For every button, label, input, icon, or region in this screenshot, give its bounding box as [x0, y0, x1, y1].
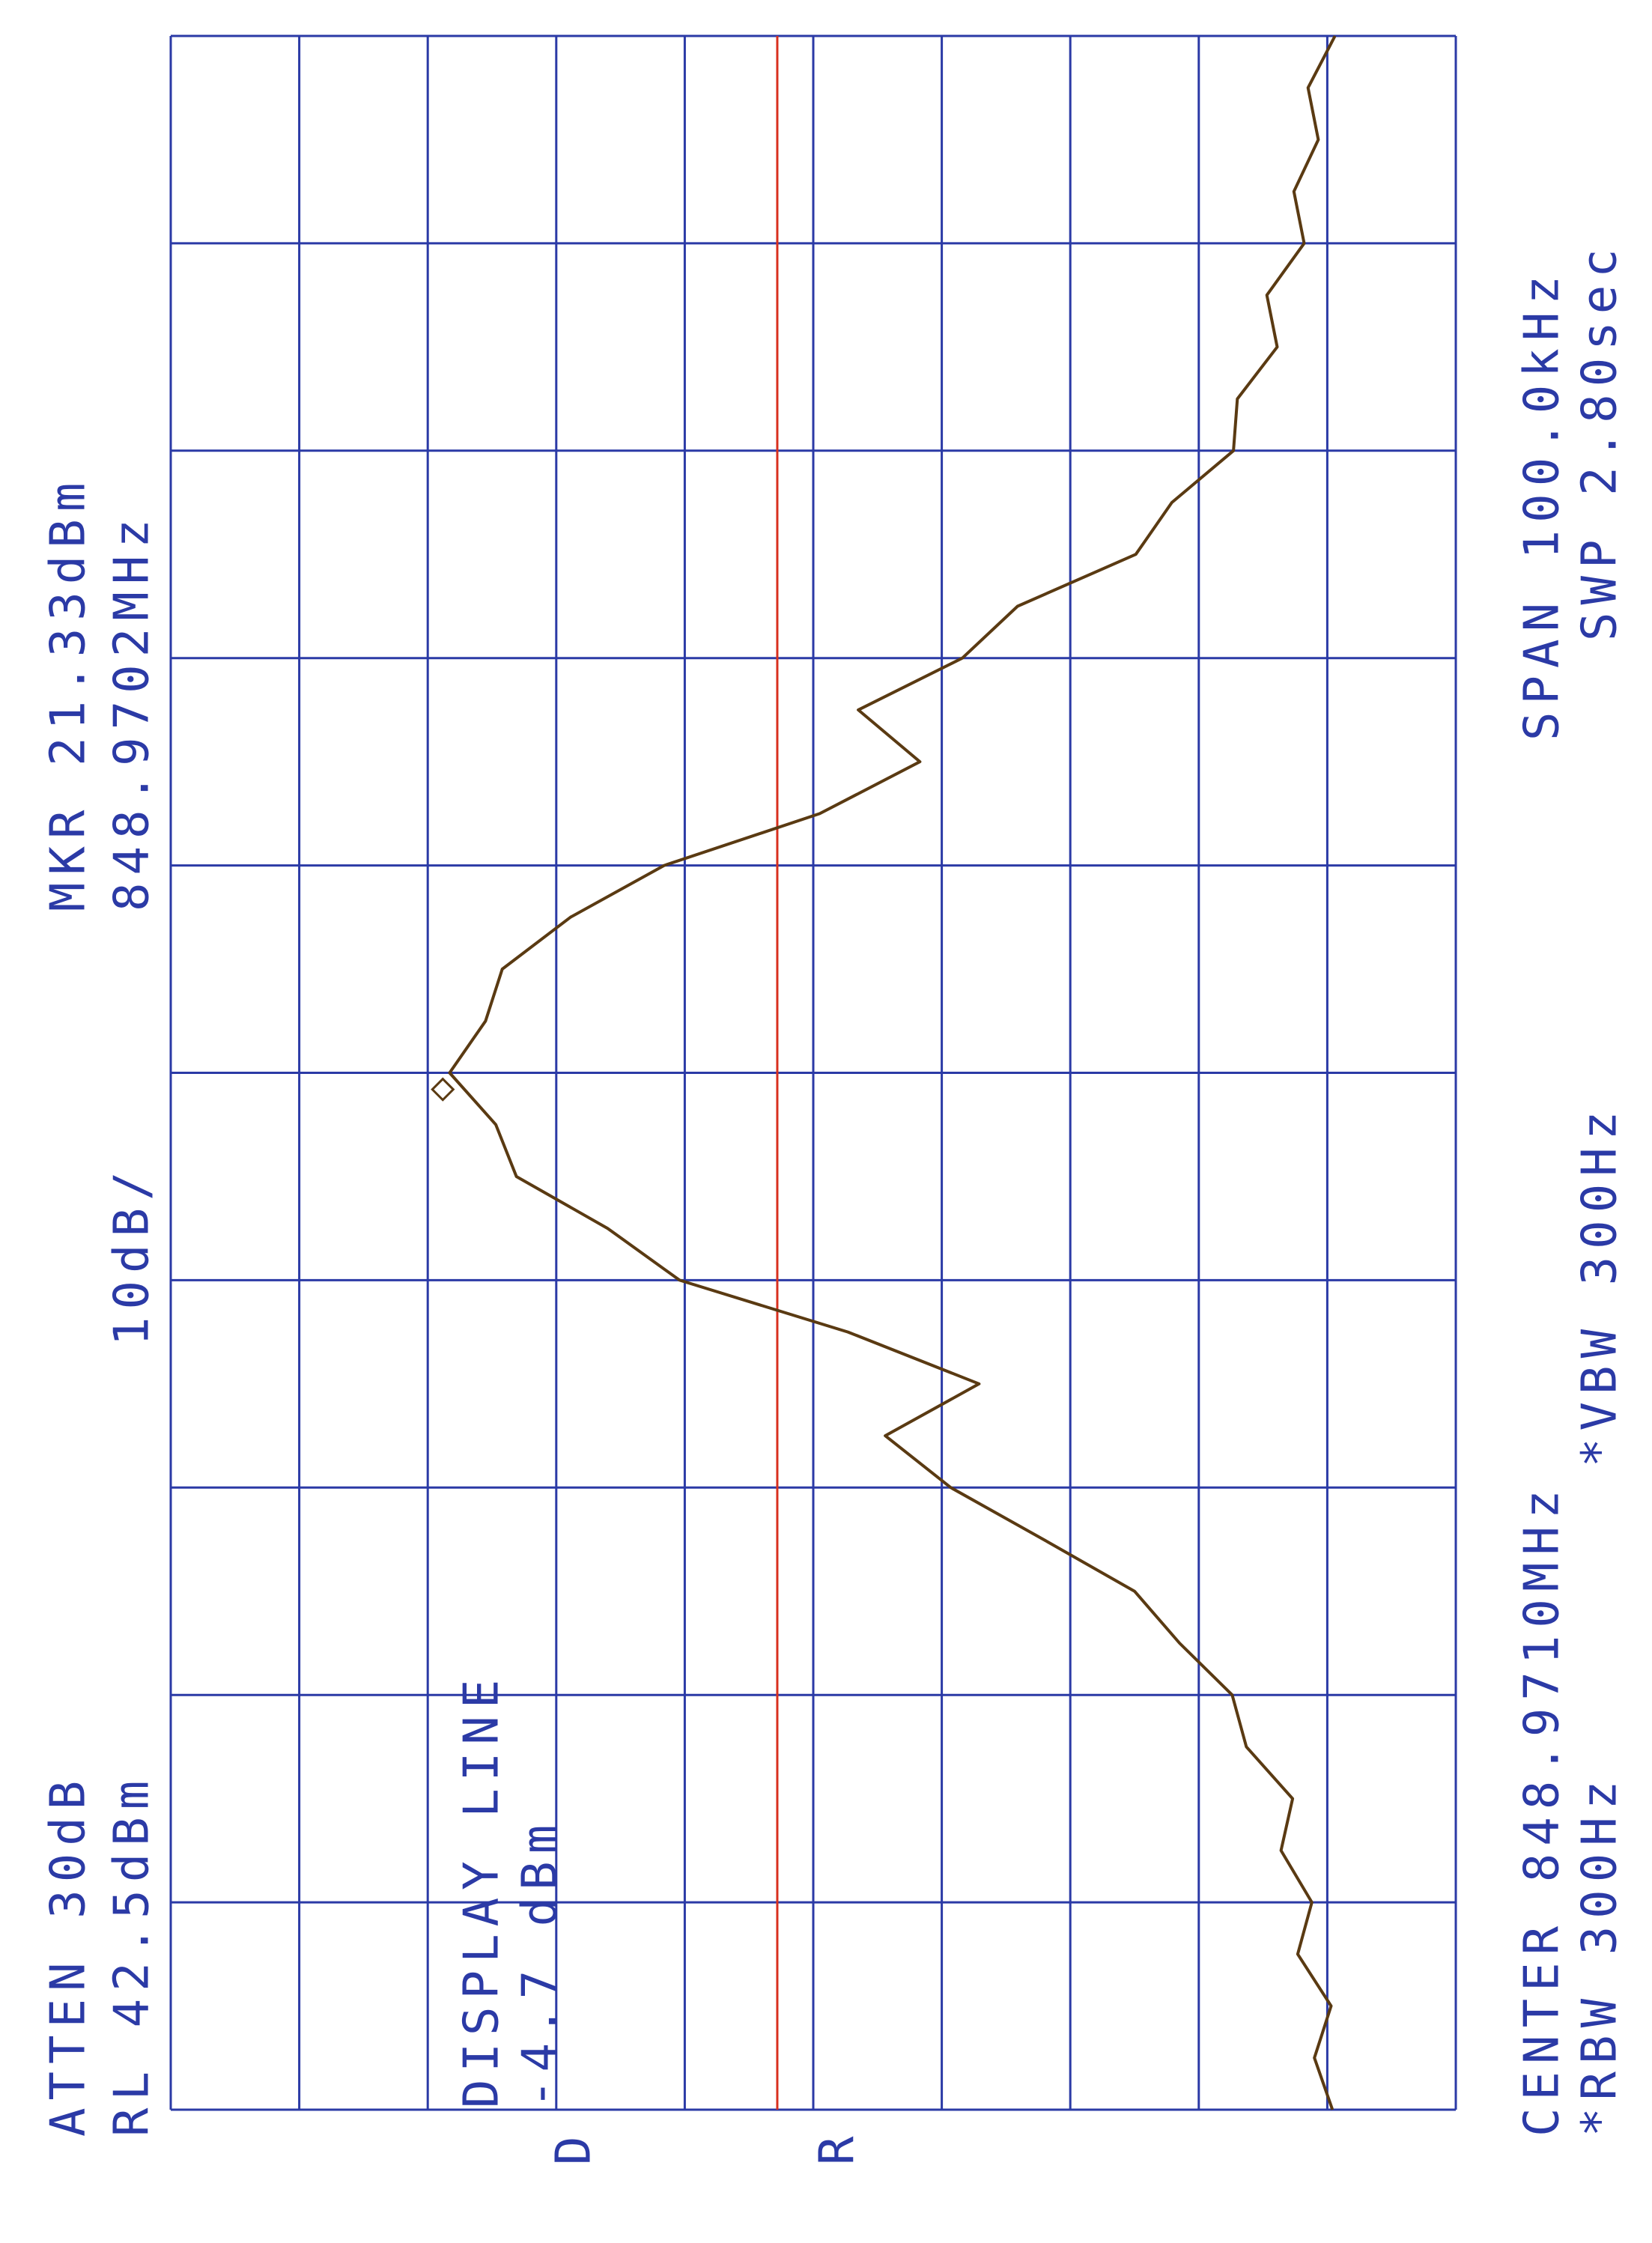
marker-freq-label: 848.9702MHz — [105, 512, 160, 911]
rotated-plot: ATTEN 30dB RL 42.5dBm MKR 21.33dBm 848.9… — [41, 34, 1628, 2165]
rbw-label: *RBW 300Hz — [1573, 1773, 1628, 2137]
scale-label: 10dB/ — [105, 1164, 160, 1346]
marker-label: MKR 21.33dBm — [41, 476, 97, 911]
atten-label: ATTEN 30dB — [41, 1773, 97, 2137]
display-line-label: DISPLAY LINE — [455, 1672, 510, 2108]
trace — [448, 35, 1337, 2110]
side-label: R — [810, 2128, 866, 2165]
ref-level-label: RL 42.5dBm — [105, 1773, 160, 2137]
side-label: D — [547, 2128, 602, 2165]
vbw-label: *VBW 300Hz — [1573, 1104, 1628, 1467]
marker — [431, 1077, 455, 1102]
display-line-value: -4.7 dBm — [513, 1818, 568, 2108]
sweep-label: SWP 2.80sec — [1573, 241, 1628, 641]
span-label: SPAN 100.0kHz — [1515, 268, 1570, 741]
center-label: CENTER 848.9710MHz — [1515, 1482, 1570, 2137]
